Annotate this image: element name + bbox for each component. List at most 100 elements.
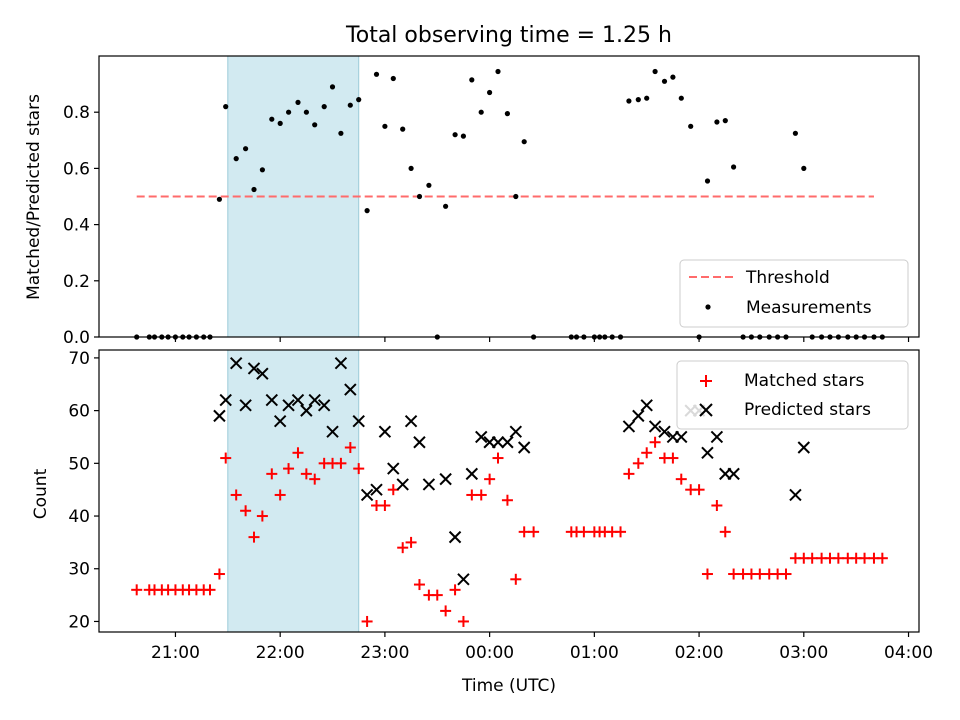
measurement-point — [277, 120, 283, 126]
matched-star-point — [361, 615, 373, 627]
predicted-star-stroke — [658, 425, 671, 438]
predicted-star-point — [675, 430, 688, 444]
measurement-point — [478, 109, 484, 115]
predicted-star-stroke — [517, 441, 531, 454]
matched-star-point — [457, 615, 469, 627]
predicted-star-stroke — [439, 472, 452, 486]
predicted-star-point — [326, 425, 339, 438]
measurement-point — [495, 68, 501, 75]
predicted-star-stroke — [710, 430, 724, 444]
measurement-point — [259, 167, 265, 173]
measurement-point — [303, 109, 309, 115]
legend-matched-swatch — [700, 375, 712, 387]
predicted-star-point — [300, 404, 313, 417]
matched-star-point — [492, 452, 504, 464]
measurement-point — [704, 178, 711, 184]
predicted-star-point — [727, 467, 740, 481]
measurement-point — [521, 139, 527, 145]
matched-star-point — [256, 510, 268, 522]
measurement-point — [426, 182, 432, 188]
predicted-star-point — [256, 367, 269, 380]
predicted-star-point — [282, 399, 295, 412]
bottom-plot-panel: 21:00 22:00 23:00 00:00 01:00 02:00 03:00 04:00… — [31, 349, 933, 696]
bottom-y-axis-label: Count — [31, 468, 51, 519]
predicted-star-point — [501, 436, 514, 449]
predicted-star-stroke — [413, 436, 426, 449]
predicted-star-point — [352, 414, 365, 428]
predicted-star-point — [291, 393, 305, 407]
matched-star-point — [335, 457, 347, 469]
measurement-point — [373, 71, 380, 77]
predicted-star-point — [247, 362, 261, 375]
predicted-star-point — [622, 420, 636, 433]
predicted-star-point — [413, 436, 426, 449]
matched-star-point — [728, 568, 740, 580]
predicted-star-point — [701, 446, 714, 459]
measurement-point — [286, 109, 292, 115]
predicted-star-stroke — [509, 425, 523, 438]
measurement-point — [688, 123, 694, 129]
bottom-legend-box — [676, 360, 909, 430]
predicted-star-stroke — [378, 425, 392, 438]
predicted-star-stroke — [300, 404, 313, 417]
bottom-y-tick-label: 30 — [68, 560, 90, 580]
matched-star-point — [283, 463, 295, 475]
top-legend: Threshold Measurements — [679, 259, 909, 328]
measurement-point — [443, 203, 449, 209]
predicted-star-stroke — [396, 478, 409, 491]
matched-star-point — [484, 473, 496, 485]
measurement-point — [513, 193, 519, 200]
legend-measurements-swatch — [705, 304, 711, 310]
matched-star-point — [780, 568, 792, 580]
matched-star-point — [213, 568, 225, 580]
predicted-star-point — [229, 356, 243, 370]
predicted-star-stroke — [370, 483, 383, 496]
x-tick-label: 01:00 — [570, 643, 619, 663]
measurement-point — [216, 196, 222, 202]
measurement-point — [321, 104, 327, 110]
legend-predicted-swatch — [699, 403, 713, 417]
predicted-star-point — [273, 414, 287, 428]
matched-star-point — [623, 468, 635, 480]
predicted-star-stroke — [632, 409, 645, 423]
bottom-y-tick-label: 20 — [68, 612, 90, 632]
top-plot-panel: 0.00.20.40.60.8 Matched/Predicted stars … — [24, 55, 920, 348]
matched-star-point — [300, 468, 312, 480]
matched-star-point — [518, 526, 530, 538]
bottom-x-ticks: 21:00 22:00 23:00 00:00 01:00 02:00 03:00 04:00 — [151, 632, 933, 663]
legend-measurements-label: Measurements — [746, 298, 872, 318]
predicted-star-point — [396, 478, 409, 491]
bottom-legend: Matched stars Predicted stars — [676, 360, 909, 430]
predicted-star-point — [378, 425, 392, 438]
top-y-axis-label: Matched/Predicted stars — [24, 94, 44, 300]
predicted-star-stroke — [387, 462, 400, 475]
predicted-star-point — [491, 436, 505, 449]
top-y-tick-label: 0.8 — [63, 103, 90, 123]
bottom-highlight-span — [227, 349, 360, 633]
matched-star-point — [876, 552, 888, 564]
measurement-point — [347, 102, 353, 108]
legend-matched-label: Matched stars — [744, 371, 864, 391]
matched-star-point — [274, 489, 286, 501]
x-tick-label: 04:00 — [884, 643, 933, 663]
x-tick-label: 02:00 — [675, 643, 724, 663]
matched-star-point — [667, 452, 679, 464]
predicted-star-stroke — [404, 414, 418, 428]
predicted-star-stroke — [465, 467, 479, 481]
measurement-point — [329, 84, 336, 90]
bottom-y-tick-label: 70 — [68, 349, 90, 369]
matched-star-point — [649, 436, 661, 448]
matched-star-point — [440, 605, 452, 617]
top-y-tick-label: 0.6 — [63, 159, 90, 179]
matched-star-point — [501, 494, 513, 506]
predicted-star-point — [648, 420, 662, 433]
measurement-point — [644, 95, 650, 101]
predicted-star-point — [219, 393, 232, 407]
predicted-star-point — [334, 356, 348, 370]
measurement-point — [452, 132, 458, 138]
matched-star-point — [754, 568, 766, 580]
measurement-point — [295, 99, 301, 105]
predicted-star-stroke — [256, 367, 269, 380]
x-tick-label: 00:00 — [465, 643, 514, 663]
measurement-point — [504, 111, 510, 117]
